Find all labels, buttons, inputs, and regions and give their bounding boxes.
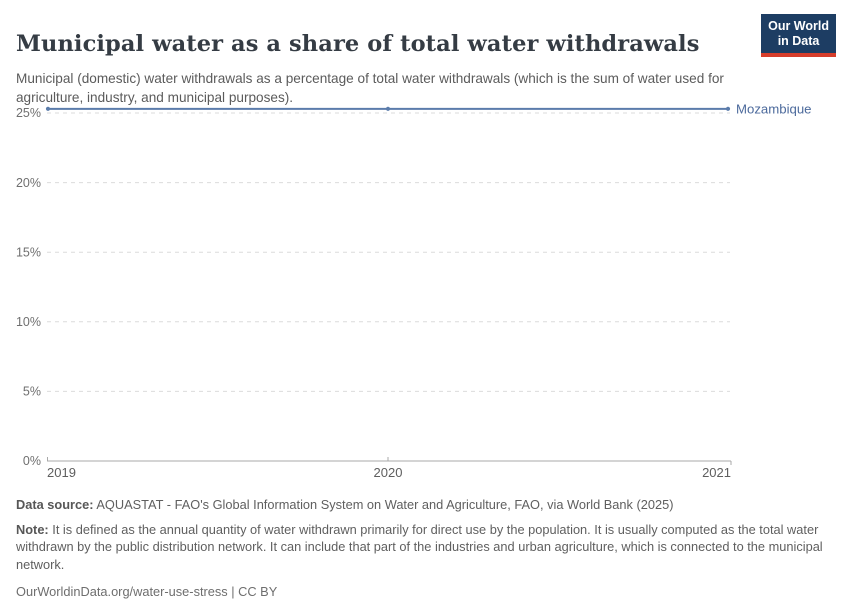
y-tick-label: 25% xyxy=(16,106,41,120)
x-tick-label: 2019 xyxy=(47,465,76,480)
owid-logo-line2: in Data xyxy=(777,34,820,49)
x-tick-label: 2021 xyxy=(702,465,731,480)
y-tick-label: 0% xyxy=(23,454,41,468)
data-source-line: Data source: AQUASTAT - FAO's Global Inf… xyxy=(16,496,828,514)
owid-logo: Our World in Data xyxy=(761,14,836,57)
line-chart: 0% 5% 10% 15% 20% 25% 2019 2020 2021 Mozambique xyxy=(16,101,812,480)
series-entity-label: Mozambique xyxy=(736,101,812,116)
note-line: Note: It is defined as the annual quanti… xyxy=(16,521,828,574)
data-source-text: AQUASTAT - FAO's Global Information Syst… xyxy=(93,497,674,512)
y-axis-labels: 0% 5% 10% 15% 20% 25% xyxy=(16,106,41,468)
data-point-marker xyxy=(725,106,731,111)
y-tick-label: 5% xyxy=(23,385,41,399)
chart-footer: Data source: AQUASTAT - FAO's Global Inf… xyxy=(16,496,828,600)
chart-title: Municipal water as a share of total wate… xyxy=(16,31,700,58)
x-axis: 2019 2020 2021 xyxy=(47,457,732,480)
note-label: Note: xyxy=(16,521,49,537)
data-source-label: Data source: xyxy=(16,497,94,512)
note-text: It is defined as the annual quantity of … xyxy=(16,521,823,572)
data-point-marker xyxy=(45,106,51,111)
citation-url: OurWorldinData.org/water-use-stress | CC… xyxy=(16,583,278,599)
chart-subtitle: Municipal (domestic) water withdrawals a… xyxy=(16,70,724,105)
y-tick-label: 20% xyxy=(16,176,41,190)
owid-logo-line1: Our World xyxy=(768,19,829,33)
y-tick-label: 15% xyxy=(16,245,41,259)
data-point-marker xyxy=(385,106,391,111)
y-tick-label: 10% xyxy=(16,315,41,329)
data-series xyxy=(45,106,731,111)
gridlines xyxy=(47,112,731,462)
x-tick-label: 2020 xyxy=(374,465,403,480)
series-entity-labels: Mozambique xyxy=(736,101,812,116)
